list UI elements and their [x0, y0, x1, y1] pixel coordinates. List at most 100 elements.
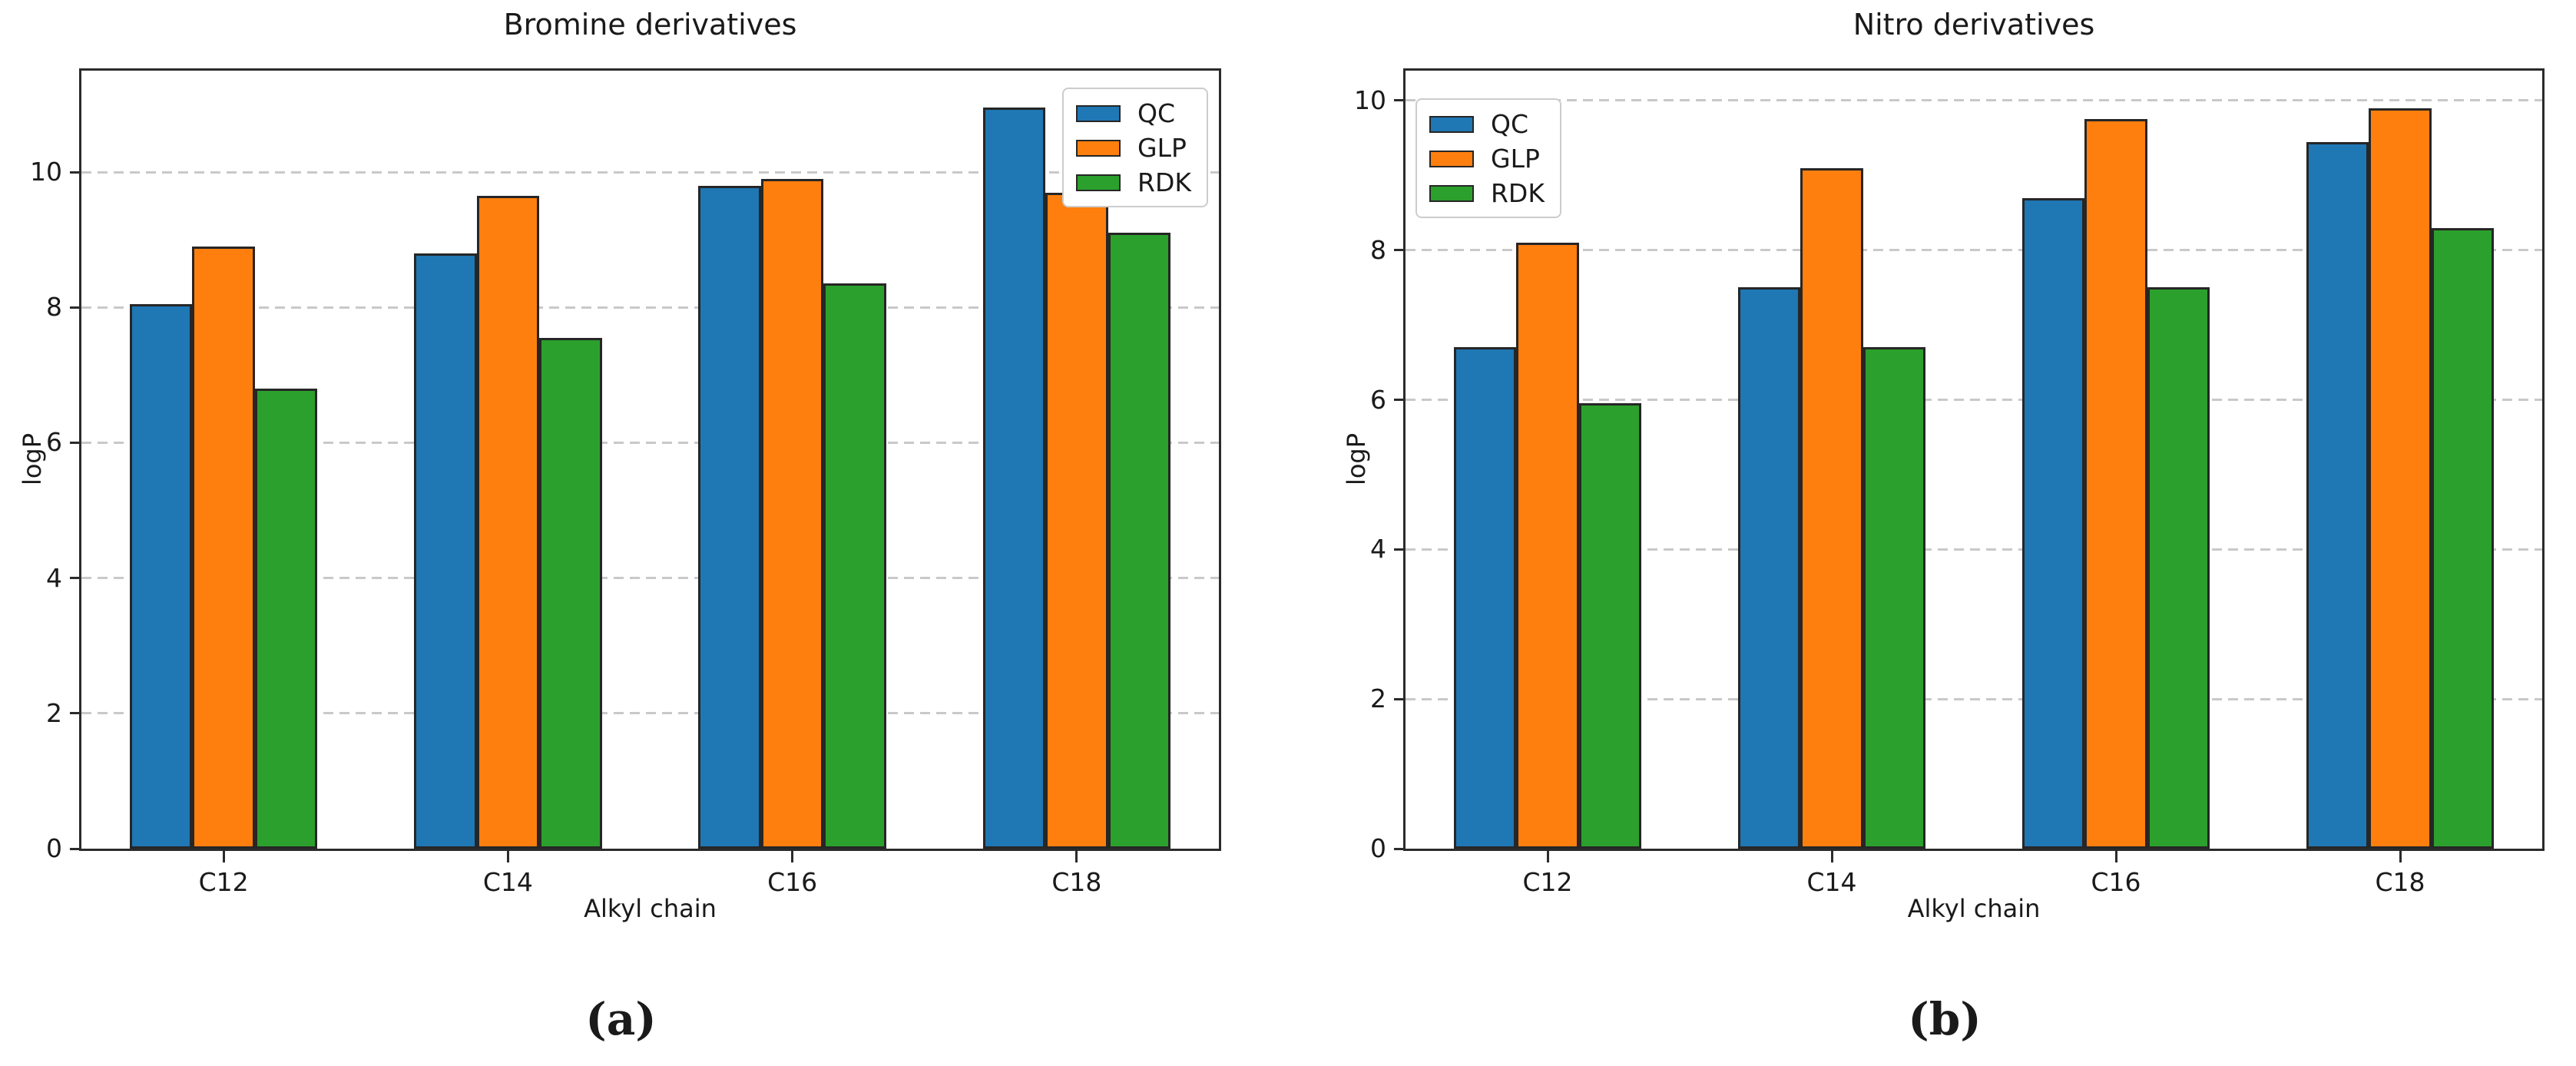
- bar-qc-c12: [1453, 347, 1517, 849]
- y-tickmark-6: [1394, 399, 1406, 402]
- y-tickmark-4: [70, 577, 81, 580]
- legend-label-rdk: RDK: [1137, 167, 1191, 197]
- bar-glp-c12: [192, 247, 255, 849]
- legend-row-glp: GLP: [1076, 134, 1191, 162]
- panel-caption: (b): [1908, 993, 1982, 1045]
- legend-swatch-glp: [1076, 140, 1121, 157]
- y-tick-label: 4: [46, 562, 62, 593]
- bar-qc-c18: [2306, 141, 2369, 849]
- y-tick-label: 10: [30, 157, 62, 187]
- plot-area: QC GLP RDK: [1403, 68, 2545, 851]
- bar-rdk-c18: [1108, 233, 1171, 849]
- gridline-y2: [1406, 697, 2542, 700]
- gridline-y6: [81, 441, 1219, 444]
- bar-glp-c14: [476, 195, 540, 849]
- x-tick-label-c16: C16: [767, 867, 818, 897]
- y-tick-label: 8: [1370, 234, 1386, 265]
- x-tickmark-c18: [2399, 851, 2402, 862]
- plot-area: QC GLP RDK: [79, 68, 1221, 851]
- legend-row-qc: QC: [1076, 100, 1191, 127]
- bar-qc-c16: [698, 185, 761, 849]
- bar-rdk-c16: [2147, 287, 2210, 849]
- legend: QC GLP RDK: [1062, 88, 1208, 207]
- x-tickmark-c12: [222, 851, 225, 862]
- gridline-y8: [1406, 249, 2542, 252]
- gridline-y4: [81, 577, 1219, 580]
- legend-row-qc: QC: [1429, 111, 1545, 138]
- bar-rdk-c14: [539, 337, 602, 849]
- legend-label-qc: QC: [1137, 98, 1176, 128]
- y-tick-label: 2: [1370, 684, 1386, 714]
- y-tick-label: 2: [46, 697, 62, 728]
- gridline-y10: [1406, 99, 2542, 102]
- x-tick-label-c16: C16: [2091, 867, 2141, 897]
- x-axis-label: Alkyl chain: [1907, 894, 2041, 923]
- y-tickmark-6: [70, 441, 81, 444]
- bar-glp-c18: [1045, 192, 1108, 849]
- x-tickmark-c12: [1546, 851, 1549, 862]
- bar-glp-c14: [1800, 167, 1863, 849]
- y-tickmark-4: [1394, 548, 1406, 551]
- bar-qc-c16: [2021, 197, 2085, 849]
- y-tick-label: 0: [46, 833, 62, 863]
- bar-glp-c16: [2084, 119, 2147, 849]
- gridline-y8: [81, 306, 1219, 309]
- legend-swatch-qc: [1429, 116, 1474, 133]
- y-tickmark-0: [70, 847, 81, 850]
- y-tick-label: 6: [46, 427, 62, 458]
- bar-rdk-c18: [2431, 227, 2495, 849]
- y-tick-label: 4: [1370, 534, 1386, 564]
- bar-rdk-c12: [254, 389, 318, 849]
- chart-title: Bromine derivatives: [503, 8, 797, 41]
- legend-label-glp: GLP: [1491, 144, 1540, 174]
- x-tick-label-c12: C12: [198, 867, 249, 897]
- y-axis-label: logP: [18, 432, 47, 486]
- legend-swatch-rdk: [1076, 174, 1121, 191]
- x-tick-label-c12: C12: [1522, 867, 1573, 897]
- y-tick-label: 8: [46, 292, 62, 323]
- bar-rdk-c12: [1578, 403, 1642, 849]
- gridline-y2: [81, 712, 1219, 715]
- y-tickmark-8: [1394, 249, 1406, 252]
- panel-nitro: Nitro derivatives logP QC GLP RDK Alkyl ch…: [1288, 0, 2576, 1066]
- x-tickmark-c16: [2114, 851, 2117, 862]
- panel-caption: (a): [585, 993, 657, 1045]
- x-tickmark-c18: [1075, 851, 1078, 862]
- gridline-y4: [1406, 548, 2542, 551]
- bar-qc-c14: [1737, 287, 1801, 849]
- x-tickmark-c14: [506, 851, 509, 862]
- chart-title: Nitro derivatives: [1853, 8, 2095, 41]
- bar-qc-c14: [414, 253, 477, 849]
- y-tickmark-8: [70, 306, 81, 309]
- x-tick-label-c14: C14: [482, 867, 533, 897]
- legend-label-rdk: RDK: [1491, 178, 1545, 208]
- panel-bromine: Bromine derivatives logP QC GLP RDK Alkyl …: [18, 8, 1221, 1045]
- x-tickmark-c16: [791, 851, 794, 862]
- legend-swatch-rdk: [1429, 185, 1474, 202]
- bar-qc-c18: [982, 108, 1046, 849]
- legend: QC GLP RDK: [1415, 98, 1561, 218]
- legend-label-qc: QC: [1491, 109, 1529, 139]
- y-tickmark-10: [70, 170, 81, 174]
- x-tick-label-c18: C18: [2375, 867, 2425, 897]
- bar-qc-c12: [129, 303, 193, 849]
- y-tick-label: 10: [1354, 84, 1386, 115]
- gridline-y6: [1406, 399, 2542, 402]
- legend-row-rdk: RDK: [1429, 180, 1545, 207]
- gridline-y10: [81, 170, 1219, 174]
- y-tick-label: 0: [1370, 833, 1386, 863]
- legend-swatch-qc: [1076, 105, 1121, 122]
- x-tickmark-c14: [1830, 851, 1833, 862]
- legend-label-glp: GLP: [1137, 133, 1187, 163]
- bar-glp-c12: [1516, 243, 1579, 849]
- y-tickmark-0: [1394, 847, 1406, 850]
- bar-rdk-c16: [823, 283, 886, 849]
- x-tick-label-c18: C18: [1051, 867, 1102, 897]
- bar-rdk-c14: [1862, 347, 1926, 849]
- bar-glp-c18: [2369, 108, 2432, 849]
- x-axis-label: Alkyl chain: [584, 894, 717, 923]
- y-tickmark-10: [1394, 99, 1406, 102]
- legend-swatch-glp: [1429, 151, 1474, 167]
- y-tick-label: 6: [1370, 384, 1386, 415]
